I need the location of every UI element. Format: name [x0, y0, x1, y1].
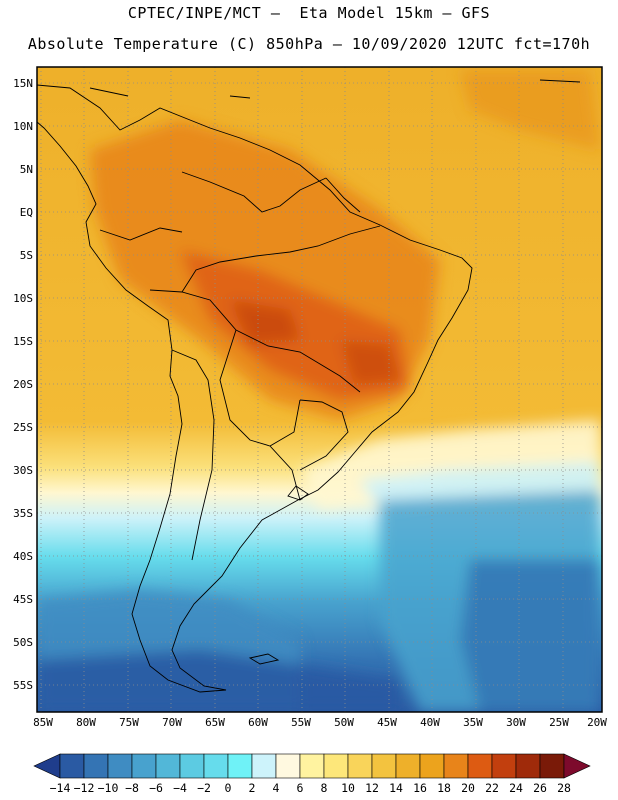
lon-label: 50W: [334, 716, 354, 729]
colorbar-swatch: [419, 753, 445, 779]
temperature-field: [37, 67, 602, 712]
colorbar-swatch: [371, 753, 397, 779]
lat-label: 40S: [13, 550, 33, 563]
colorbar-swatch: [131, 753, 157, 779]
lon-label: 70W: [162, 716, 182, 729]
colorbar-tick-label: −12: [74, 781, 95, 795]
colorbar-tick-label: 28: [557, 781, 571, 795]
lon-label: 80W: [76, 716, 96, 729]
lat-label: 15S: [13, 335, 33, 348]
lon-label: 65W: [205, 716, 225, 729]
colorbar-swatch: [203, 753, 229, 779]
lon-label: 40W: [420, 716, 440, 729]
colorbar-tick-label: −14: [50, 781, 71, 795]
colorbar-swatch: [227, 753, 253, 779]
colorbar-tick-label: 20: [461, 781, 475, 795]
lon-label: 20W: [587, 716, 607, 729]
lat-label: 35S: [13, 507, 33, 520]
title-line-1: CPTEC/INPE/MCT – Eta Model 15km – GFS: [127, 4, 491, 22]
lat-label: EQ: [20, 206, 33, 219]
lon-label: 55W: [291, 716, 311, 729]
lon-label: 60W: [248, 716, 268, 729]
colorbar-tick-label: 26: [533, 781, 547, 795]
colorbar-tick-label: 24: [509, 781, 523, 795]
title-line-2: Absolute Temperature (C) 850hPa – 10/09/…: [27, 35, 591, 53]
colorbar-tick-label: −2: [197, 781, 211, 795]
lat-label: 30S: [13, 464, 33, 477]
colorbar-tick-label: 22: [485, 781, 499, 795]
colorbar-swatch: [395, 753, 421, 779]
lon-label: 35W: [463, 716, 483, 729]
colorbar-tick-label: 2: [249, 781, 256, 795]
lat-label: 5N: [20, 163, 33, 176]
colorbar-tick-label: 8: [321, 781, 328, 795]
lon-label: 45W: [377, 716, 397, 729]
coastlines: [37, 79, 581, 693]
colorbar-swatch: [275, 753, 301, 779]
colorbar-tick-label: −10: [98, 781, 119, 795]
colorbar: −14 −12 −10 −8 −6 −4 −2 0 2 4 6 8 10 12 14 16 18 20 22 24 26…: [33, 753, 591, 795]
colorbar-arrow-high: [563, 753, 591, 779]
colorbar-tick-label: −6: [149, 781, 163, 795]
colorbar-arrow-low: [33, 753, 61, 779]
colorbar-tick-label: −8: [125, 781, 139, 795]
lat-label: 50S: [13, 636, 33, 649]
map-frame: [36, 66, 603, 713]
colorbar-tick-label: −4: [173, 781, 187, 795]
colorbar-swatch: [347, 753, 373, 779]
colorbar-swatch: [155, 753, 181, 779]
colorbar-swatch: [515, 753, 541, 779]
lat-label: 15N: [13, 77, 33, 90]
colorbar-swatch: [491, 753, 517, 779]
lat-label: 25S: [13, 421, 33, 434]
colorbar-tick-label: 14: [389, 781, 403, 795]
colorbar-swatch: [323, 753, 349, 779]
colorbar-swatch: [251, 753, 277, 779]
colorbar-swatch: [179, 753, 205, 779]
colorbar-tick-label: 0: [225, 781, 232, 795]
lon-label: 30W: [506, 716, 526, 729]
colorbar-swatch: [467, 753, 493, 779]
colorbar-tick-label: 4: [273, 781, 280, 795]
colorbar-tick-label: 18: [437, 781, 451, 795]
colorbar-swatch: [539, 753, 565, 779]
colorbar-tick-label: 10: [341, 781, 355, 795]
colorbar-swatch: [107, 753, 133, 779]
colorbar-swatch: [443, 753, 469, 779]
colorbar-swatch: [83, 753, 109, 779]
colorbar-tick-label: 6: [297, 781, 304, 795]
lat-label: 20S: [13, 378, 33, 391]
lon-label: 85W: [33, 716, 53, 729]
colorbar-tick-label: 16: [413, 781, 427, 795]
lat-label: 45S: [13, 593, 33, 606]
latitude-labels: 15N 10N 5N EQ 5S 10S 15S 20S 25S 30S 35S…: [13, 77, 33, 692]
colorbar-swatch: [59, 753, 85, 779]
colorbar-tick-label: 12: [365, 781, 379, 795]
lon-label: 75W: [119, 716, 139, 729]
lat-label: 10S: [13, 292, 33, 305]
colorbar-swatch: [299, 753, 325, 779]
longitude-labels: 85W 80W 75W 70W 65W 60W 55W 50W 45W 40W …: [33, 716, 607, 729]
lat-label: 5S: [20, 249, 33, 262]
lat-label: 10N: [13, 120, 33, 133]
lon-label: 25W: [549, 716, 569, 729]
lat-label: 55S: [13, 679, 33, 692]
